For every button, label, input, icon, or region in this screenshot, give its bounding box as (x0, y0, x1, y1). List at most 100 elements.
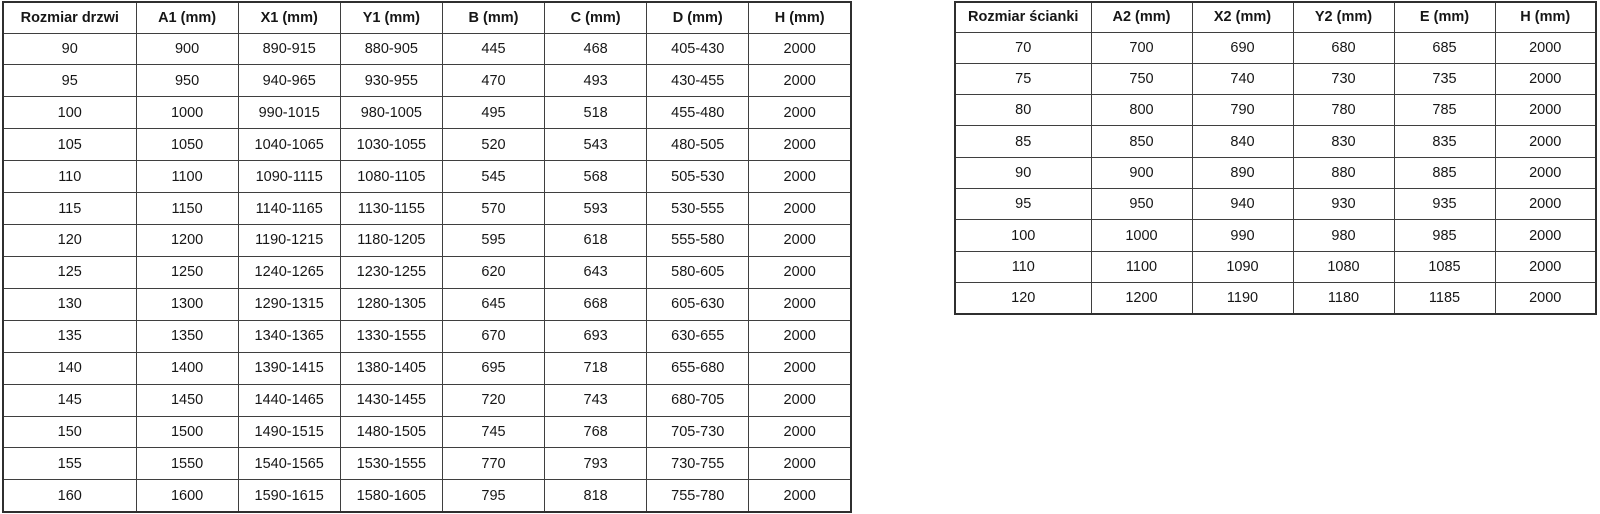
value-cell: 1350 (135, 319, 239, 353)
value-cell: 668 (544, 287, 648, 321)
value-cell: 1100 (1090, 250, 1193, 284)
value-cell: 2000 (748, 383, 852, 417)
size-cell: 75 (954, 62, 1092, 96)
value-cell: 1400 (135, 351, 239, 385)
table-row: 105 1050 1040-1065 1030-1055 520 543 480-505 20… (2, 128, 852, 162)
value-cell: 2000 (748, 128, 852, 162)
value-cell: 1490-1515 (237, 415, 341, 449)
value-cell: 2000 (1494, 250, 1597, 284)
value-cell: 1240-1265 (237, 255, 341, 289)
table-row: 145 1450 1440-1465 1430-1455 720 743 680-705 20… (2, 383, 852, 417)
value-cell: 1080-1105 (339, 160, 443, 194)
table-row: 130 1300 1290-1315 1280-1305 645 668 605-630 20… (2, 287, 852, 321)
value-cell: 930 (1292, 188, 1395, 221)
value-cell: 1590-1615 (237, 479, 341, 513)
value-cell: 693 (544, 319, 648, 353)
value-cell: 950 (135, 64, 239, 98)
value-cell: 1300 (135, 287, 239, 321)
value-cell: 543 (544, 128, 648, 162)
value-cell: 1190 (1191, 282, 1294, 315)
value-cell: 1030-1055 (339, 128, 443, 162)
value-cell: 1100 (135, 160, 239, 194)
value-cell: 555-580 (646, 224, 750, 257)
value-cell: 670 (441, 319, 546, 353)
value-cell: 455-480 (646, 96, 750, 130)
table-row: 95 950 940-965 930-955 470 493 430-455 2000 (2, 64, 852, 98)
value-cell: 1430-1455 (339, 383, 443, 417)
value-cell: 700 (1090, 31, 1193, 64)
value-cell: 595 (441, 224, 546, 257)
value-cell: 980-1005 (339, 96, 443, 130)
table-row: 120 1200 1190 1180 1185 2000 (954, 282, 1597, 315)
size-cell: 90 (2, 32, 137, 66)
value-cell: 935 (1393, 188, 1496, 221)
value-cell: 520 (441, 128, 546, 162)
size-cell: 150 (2, 415, 137, 449)
value-cell: 985 (1393, 219, 1496, 252)
column-header: C (mm) (544, 1, 648, 34)
value-cell: 745 (441, 415, 546, 449)
value-cell: 568 (544, 160, 648, 194)
value-cell: 1000 (135, 96, 239, 130)
value-cell: 785 (1393, 94, 1496, 127)
value-cell: 1040-1065 (237, 128, 341, 162)
size-cell: 120 (2, 224, 137, 257)
column-header: Rozmiar ścianki (954, 1, 1092, 33)
value-cell: 405-430 (646, 32, 750, 66)
size-cell: 80 (954, 94, 1092, 127)
value-cell: 1090 (1191, 250, 1294, 284)
value-cell: 493 (544, 64, 648, 98)
value-cell: 1330-1555 (339, 319, 443, 353)
value-cell: 480-505 (646, 128, 750, 162)
value-cell: 530-555 (646, 192, 750, 226)
value-cell: 2000 (748, 319, 852, 353)
size-cell: 120 (954, 282, 1092, 315)
size-cell: 110 (2, 160, 137, 194)
value-cell: 655-680 (646, 351, 750, 385)
value-cell: 720 (441, 383, 546, 417)
value-cell: 718 (544, 351, 648, 385)
value-cell: 1140-1165 (237, 192, 341, 226)
value-cell: 730 (1292, 62, 1395, 96)
size-cell: 145 (2, 383, 137, 417)
table-row: 155 1550 1540-1565 1530-1555 770 793 730-755 20… (2, 447, 852, 481)
value-cell: 1390-1415 (237, 351, 341, 385)
table-row: 75 750 740 730 735 2000 (954, 62, 1597, 96)
value-cell: 2000 (1494, 282, 1597, 315)
table-row: 125 1250 1240-1265 1230-1255 620 643 580-605 20… (2, 255, 852, 289)
table-row: 90 900 890 880 885 2000 (954, 156, 1597, 190)
size-cell: 140 (2, 351, 137, 385)
value-cell: 940-965 (237, 64, 341, 98)
table-row: 90 900 890-915 880-905 445 468 405-430 2000 (2, 32, 852, 66)
size-cell: 70 (954, 31, 1092, 64)
value-cell: 1090-1115 (237, 160, 341, 194)
value-cell: 2000 (748, 224, 852, 257)
value-cell: 2000 (748, 479, 852, 513)
value-cell: 1500 (135, 415, 239, 449)
value-cell: 2000 (1494, 188, 1597, 221)
size-cell: 95 (2, 64, 137, 98)
value-cell: 2000 (748, 160, 852, 194)
value-cell: 1280-1305 (339, 287, 443, 321)
column-header: Rozmiar drzwi (2, 1, 137, 34)
size-cell: 125 (2, 255, 137, 289)
column-header: H (mm) (1494, 1, 1597, 33)
value-cell: 2000 (1494, 156, 1597, 190)
value-cell: 1085 (1393, 250, 1496, 284)
value-cell: 840 (1191, 125, 1294, 158)
value-cell: 880 (1292, 156, 1395, 190)
value-cell: 680-705 (646, 383, 750, 417)
value-cell: 780 (1292, 94, 1395, 127)
value-cell: 468 (544, 32, 648, 66)
value-cell: 470 (441, 64, 546, 98)
header-row: Rozmiar drzwi A1 (mm) X1 (mm) Y1 (mm) B (mm)… (2, 1, 852, 34)
value-cell: 1130-1155 (339, 192, 443, 226)
column-header: E (mm) (1393, 1, 1496, 33)
table-row: 70 700 690 680 685 2000 (954, 31, 1597, 64)
value-cell: 430-455 (646, 64, 750, 98)
value-cell: 2000 (748, 447, 852, 481)
value-cell: 445 (441, 32, 546, 66)
value-cell: 830 (1292, 125, 1395, 158)
value-cell: 630-655 (646, 319, 750, 353)
